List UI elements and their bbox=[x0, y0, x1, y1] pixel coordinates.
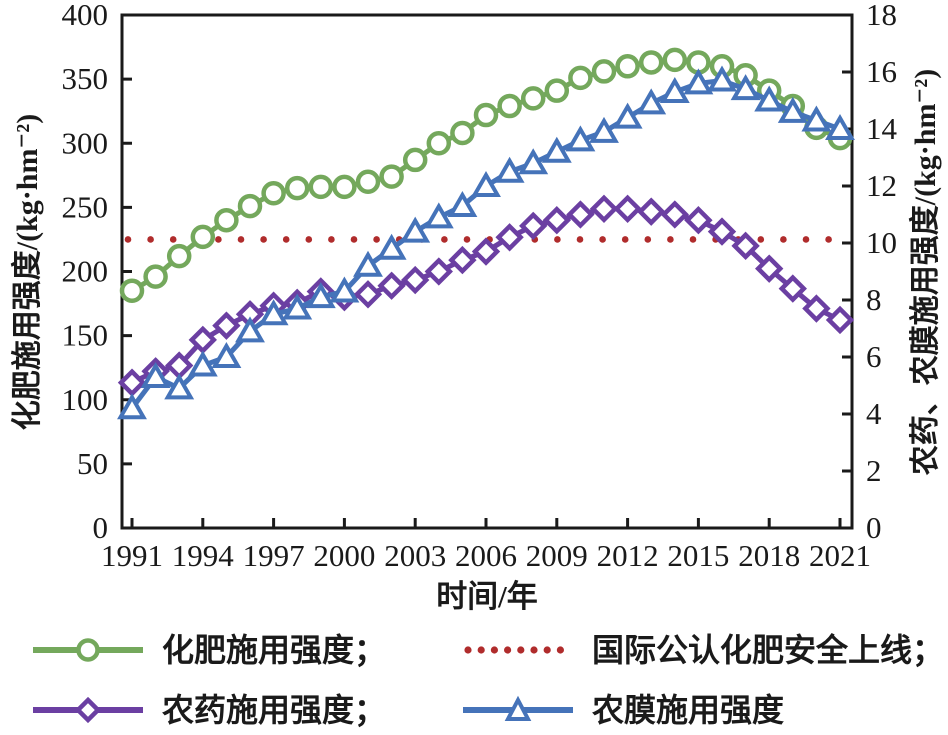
svg-text:0: 0 bbox=[93, 510, 109, 545]
legend-item-safety: 国际公认化肥安全上线； bbox=[460, 628, 944, 672]
svg-text:50: 50 bbox=[77, 446, 108, 481]
left-axis-title: 化肥施用强度/(kg·hm⁻²) bbox=[11, 113, 44, 431]
svg-text:0: 0 bbox=[866, 510, 882, 545]
svg-text:250: 250 bbox=[62, 189, 109, 224]
svg-text:2015: 2015 bbox=[667, 538, 729, 573]
svg-text:2018: 2018 bbox=[738, 538, 800, 573]
x-axis-title: 时间/年 bbox=[436, 579, 538, 614]
svg-text:150: 150 bbox=[62, 318, 109, 353]
right-axis-title: 农药、农膜施用强度/(kg·hm⁻²) bbox=[909, 68, 942, 476]
legend-item-film: 农膜施用强度 bbox=[460, 688, 784, 732]
svg-text:1997: 1997 bbox=[243, 538, 305, 573]
safety-dotted-line-icon bbox=[464, 646, 564, 654]
legend-label-film: 农膜施用强度 bbox=[592, 692, 785, 728]
svg-text:16: 16 bbox=[866, 54, 897, 89]
svg-text:14: 14 bbox=[866, 111, 898, 146]
legend-item-fertilizer: 化肥施用强度； bbox=[30, 628, 386, 672]
svg-text:300: 300 bbox=[62, 125, 109, 160]
svg-text:100: 100 bbox=[62, 382, 109, 417]
svg-text:200: 200 bbox=[62, 254, 109, 289]
svg-text:1991: 1991 bbox=[101, 538, 163, 573]
svg-text:2009: 2009 bbox=[526, 538, 588, 573]
svg-text:2000: 2000 bbox=[313, 538, 375, 573]
svg-text:6: 6 bbox=[866, 339, 882, 374]
svg-text:2003: 2003 bbox=[384, 538, 446, 573]
pesticide-line-diamond-icon bbox=[33, 696, 143, 724]
svg-text:8: 8 bbox=[866, 282, 882, 317]
svg-text:2: 2 bbox=[866, 453, 882, 488]
fertilizer-line-circle-icon bbox=[33, 638, 143, 662]
svg-text:1994: 1994 bbox=[172, 538, 235, 573]
film-line-triangle-icon bbox=[463, 695, 573, 721]
plot-area: 0 50 100 150 200 250 300 350 400 0 2 4 6 8 10 12 14 16 18 1… bbox=[62, 0, 898, 573]
legend-item-pesticide: 农药施用强度； bbox=[30, 688, 386, 732]
svg-text:12: 12 bbox=[866, 168, 897, 203]
svg-text:18: 18 bbox=[866, 0, 897, 32]
svg-text:2006: 2006 bbox=[455, 538, 517, 573]
axis-ticks: 0 50 100 150 200 250 300 350 400 0 2 4 6 8 10 12 14 16 18 1… bbox=[62, 0, 898, 573]
series-film bbox=[117, 65, 855, 420]
legend-label-safety: 国际公认化肥安全上线； bbox=[592, 632, 945, 668]
svg-text:10: 10 bbox=[866, 225, 897, 260]
legend-label-pesticide: 农药施用强度； bbox=[162, 692, 387, 728]
svg-text:2012: 2012 bbox=[597, 538, 659, 573]
svg-text:4: 4 bbox=[866, 396, 882, 431]
svg-text:350: 350 bbox=[62, 61, 109, 96]
svg-text:2021: 2021 bbox=[809, 538, 871, 573]
svg-text:400: 400 bbox=[62, 0, 109, 32]
legend-label-fertilizer: 化肥施用强度； bbox=[162, 632, 387, 668]
